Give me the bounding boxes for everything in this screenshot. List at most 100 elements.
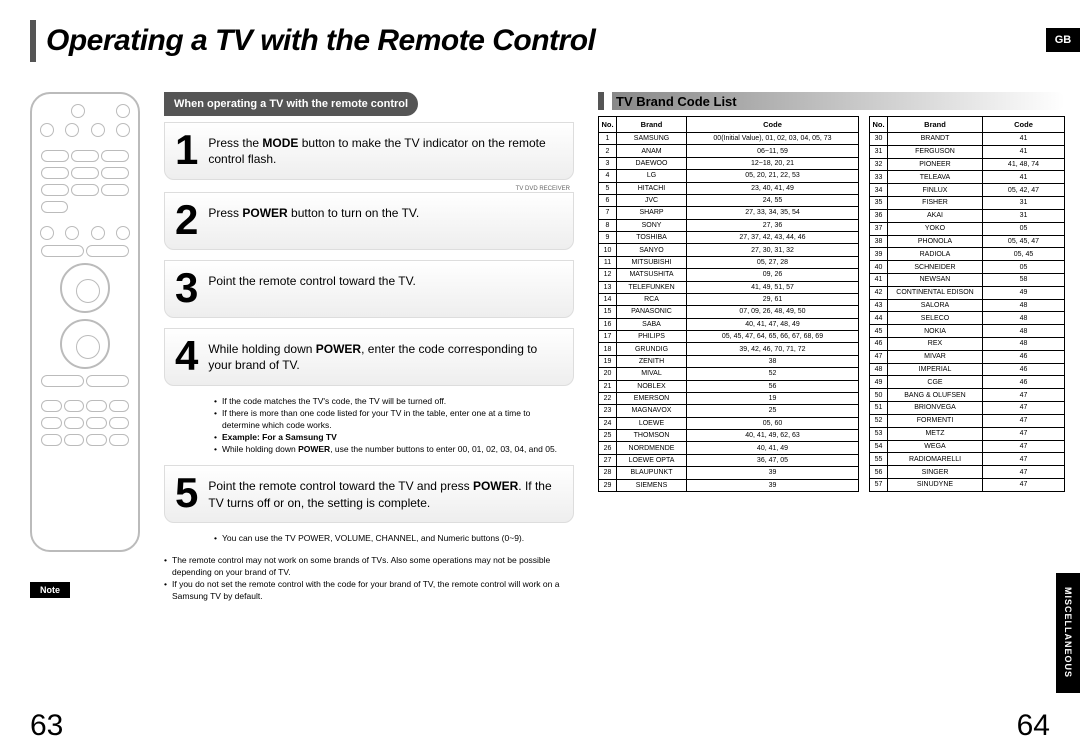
table-row: 28BLAUPUNKT39 bbox=[599, 467, 859, 479]
table-row: 40SCHNEIDER05 bbox=[870, 261, 1065, 274]
table-row: 57SINUDYNE47 bbox=[870, 478, 1065, 491]
table-row: 25THOMSON40, 41, 49, 62, 63 bbox=[599, 430, 859, 442]
notes-list: The remote control may not work on some … bbox=[164, 555, 574, 603]
table-row: 7SHARP27, 33, 34, 35, 54 bbox=[599, 207, 859, 219]
table-row: 31FERGUSON41 bbox=[870, 145, 1065, 158]
list-item: If the code matches the TV's code, the T… bbox=[214, 396, 564, 408]
table-row: 42CONTINENTAL EDISON49 bbox=[870, 286, 1065, 299]
table-header-accent bbox=[598, 92, 604, 110]
th-code: Code bbox=[687, 117, 859, 133]
table-row: 37YOKO05 bbox=[870, 222, 1065, 235]
table-row: 33TELEAVA41 bbox=[870, 171, 1065, 184]
page-title: Operating a TV with the Remote Control bbox=[46, 24, 595, 58]
step-5-text: Point the remote control toward the TV a… bbox=[208, 472, 563, 510]
step-2: 2 Press POWER button to turn on the TV. bbox=[164, 192, 574, 250]
table-row: 41NEWSAN58 bbox=[870, 273, 1065, 286]
table-row: 14RCA29, 61 bbox=[599, 293, 859, 305]
step-4-number: 4 bbox=[175, 335, 198, 377]
table-row: 23MAGNAVOX25 bbox=[599, 405, 859, 417]
step-1-text: Press the MODE button to make the TV ind… bbox=[208, 129, 563, 167]
table-row: 4LG05, 20, 21, 22, 53 bbox=[599, 170, 859, 182]
table-row: 46REX48 bbox=[870, 338, 1065, 351]
table-row: 18GRUNDIG39, 42, 46, 70, 71, 72 bbox=[599, 343, 859, 355]
table-row: 5HITACHI23, 40, 41, 49 bbox=[599, 182, 859, 194]
list-item: While holding down POWER, use the number… bbox=[214, 444, 564, 456]
brand-table-left: No. Brand Code 1SAMSUNG00(Initial Value)… bbox=[598, 116, 859, 492]
table-row: 19ZENITH38 bbox=[599, 355, 859, 367]
table-row: 36AKAI31 bbox=[870, 209, 1065, 222]
th-no: No. bbox=[870, 117, 888, 133]
table-row: 38PHONOLA05, 45, 47 bbox=[870, 235, 1065, 248]
list-item: If you do not set the remote control wit… bbox=[164, 579, 564, 603]
step-4-bullets: If the code matches the TV's code, the T… bbox=[214, 396, 574, 455]
table-row: 53METZ47 bbox=[870, 427, 1065, 440]
table-row: 9TOSHIBA27, 37, 42, 43, 44, 46 bbox=[599, 232, 859, 244]
table-row: 55RADIOMARELLI47 bbox=[870, 453, 1065, 466]
page-number-left: 63 bbox=[30, 709, 63, 743]
table-row: 26NORDMENDE40, 41, 49 bbox=[599, 442, 859, 454]
table-row: 13TELEFUNKEN41, 49, 51, 57 bbox=[599, 281, 859, 293]
table-row: 22EMERSON19 bbox=[599, 392, 859, 404]
table-row: 10SANYO27, 30, 31, 32 bbox=[599, 244, 859, 256]
brand-table-right: No. Brand Code 30BRANDT4131FERGUSON4132P… bbox=[869, 116, 1065, 492]
table-row: 24LOEWE05, 60 bbox=[599, 417, 859, 429]
table-row: 8SONY27, 36 bbox=[599, 219, 859, 231]
list-item: You can use the TV POWER, VOLUME, CHANNE… bbox=[214, 533, 564, 545]
step-2-number: 2 bbox=[175, 199, 198, 241]
table-row: 50BANG & OLUFSEN47 bbox=[870, 389, 1065, 402]
table-row: 11MITSUBISHI05, 27, 28 bbox=[599, 256, 859, 268]
table-row: 43SALORA48 bbox=[870, 299, 1065, 312]
table-row: 30BRANDT41 bbox=[870, 133, 1065, 146]
step-5-number: 5 bbox=[175, 472, 198, 514]
step-5-bullets: You can use the TV POWER, VOLUME, CHANNE… bbox=[214, 533, 574, 545]
step-3: 3 Point the remote control toward the TV… bbox=[164, 260, 574, 318]
gb-badge: GB bbox=[1046, 28, 1080, 52]
table-row: 49CGE46 bbox=[870, 376, 1065, 389]
table-row: 34FINLUX05, 42, 47 bbox=[870, 184, 1065, 197]
step-3-number: 3 bbox=[175, 267, 198, 309]
table-row: 17PHILIPS05, 45, 47, 64, 65, 66, 67, 68,… bbox=[599, 331, 859, 343]
table-row: 51BRIONVEGA47 bbox=[870, 402, 1065, 415]
table-row: 32PIONEER41, 48, 74 bbox=[870, 158, 1065, 171]
step-1-number: 1 bbox=[175, 129, 198, 171]
th-code: Code bbox=[983, 117, 1065, 133]
section-operate-header: When operating a TV with the remote cont… bbox=[164, 92, 418, 116]
table-row: 2ANAM06~11, 59 bbox=[599, 145, 859, 157]
table-row: 39RADIOLA05, 45 bbox=[870, 248, 1065, 261]
th-no: No. bbox=[599, 117, 617, 133]
table-row: 6JVC24, 55 bbox=[599, 194, 859, 206]
table-row: 16SABA40, 41, 47, 48, 49 bbox=[599, 318, 859, 330]
table-row: 52FORMENTI47 bbox=[870, 414, 1065, 427]
th-brand: Brand bbox=[888, 117, 983, 133]
table-row: 27LOEWE OPTA36, 47, 05 bbox=[599, 454, 859, 466]
step-3-text: Point the remote control toward the TV. bbox=[208, 267, 415, 289]
step-2-text: Press POWER button to turn on the TV. bbox=[208, 199, 419, 221]
table-row: 47MIVAR46 bbox=[870, 350, 1065, 363]
table-row: 48IMPERIAL46 bbox=[870, 363, 1065, 376]
list-item: Example: For a Samsung TV bbox=[214, 432, 564, 444]
step-4-text: While holding down POWER, enter the code… bbox=[208, 335, 563, 373]
table-row: 20MIVAL52 bbox=[599, 368, 859, 380]
brand-code-list-title: TV Brand Code List bbox=[616, 94, 737, 109]
list-item: If there is more than one code listed fo… bbox=[214, 408, 564, 432]
table-row: 56SINGER47 bbox=[870, 466, 1065, 479]
table-row: 35FISHER31 bbox=[870, 197, 1065, 210]
table-row: 15PANASONIC07, 09, 26, 48, 49, 50 bbox=[599, 306, 859, 318]
step-5: 5 Point the remote control toward the TV… bbox=[164, 465, 574, 523]
note-badge: Note bbox=[30, 582, 70, 598]
side-tab-miscellaneous: MISCELLANEOUS bbox=[1056, 573, 1080, 693]
table-row: 45NOKIA48 bbox=[870, 325, 1065, 338]
table-row: 12MATSUSHITA09, 26 bbox=[599, 269, 859, 281]
title-accent-bar bbox=[30, 20, 36, 62]
page-number-right: 64 bbox=[1017, 709, 1050, 743]
th-brand: Brand bbox=[617, 117, 687, 133]
table-row: 21NOBLEX56 bbox=[599, 380, 859, 392]
step-1: 1 Press the MODE button to make the TV i… bbox=[164, 122, 574, 180]
step-4: 4 While holding down POWER, enter the co… bbox=[164, 328, 574, 386]
table-row: 54WEGA47 bbox=[870, 440, 1065, 453]
remote-illustration bbox=[30, 92, 140, 552]
table-row: 3DAEWOO12~18, 20, 21 bbox=[599, 157, 859, 169]
table-row: 1SAMSUNG00(Initial Value), 01, 02, 03, 0… bbox=[599, 133, 859, 145]
table-row: 29SIEMENS39 bbox=[599, 479, 859, 491]
table-row: 44SELECO48 bbox=[870, 312, 1065, 325]
